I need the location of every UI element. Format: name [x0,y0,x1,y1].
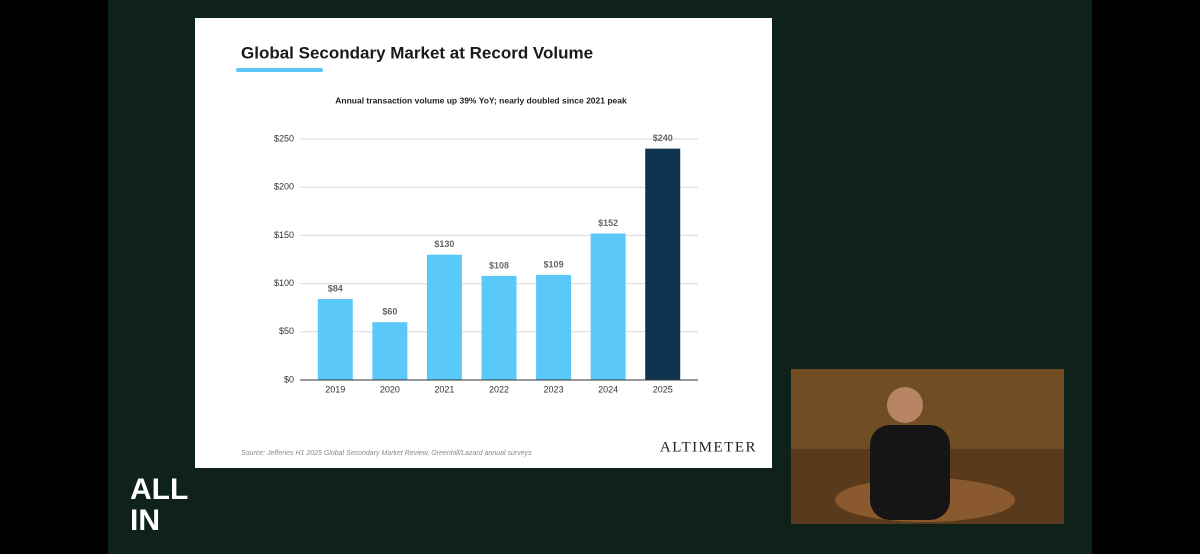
slide [195,18,772,468]
y-tick-label: $150 [274,230,294,240]
x-tick-label: 2020 [380,384,400,394]
x-tick-label: 2019 [325,384,345,394]
x-tick-label: 2021 [434,384,454,394]
data-label: $240 [653,133,673,143]
bar [372,322,408,380]
y-tick-label: $50 [279,326,294,336]
data-label: $109 [544,259,564,269]
source-note: Source: Jefferies H1 2025 Global Seconda… [241,450,532,457]
x-tick-label: 2023 [544,384,564,394]
y-tick-label: $250 [274,133,294,143]
y-tick-label: $200 [274,182,294,192]
bar [426,254,462,380]
data-label: $60 [382,307,397,317]
chart-title: Global Secondary Market at Record Volume [241,43,593,62]
x-tick-label: 2025 [653,384,673,394]
bar [645,148,681,380]
data-label: $152 [598,218,618,228]
show-logo: IN [130,504,160,537]
chart-subtitle: Annual transaction volume up 39% YoY; ne… [335,95,627,105]
y-tick-label: $0 [284,374,294,384]
data-label: $84 [328,283,343,293]
data-label: $130 [434,239,454,249]
x-tick-label: 2024 [598,384,618,394]
data-label: $108 [489,260,509,270]
person [870,425,950,520]
person-head [887,387,923,423]
x-tick-label: 2022 [489,384,509,394]
bar [536,274,572,380]
bar [481,275,517,380]
bar [590,233,626,380]
brand-logo: ALTIMETER [660,439,757,455]
bar [317,299,353,380]
show-logo: ALL [130,473,188,506]
video-inset [791,369,1064,524]
y-tick-label: $100 [274,278,294,288]
